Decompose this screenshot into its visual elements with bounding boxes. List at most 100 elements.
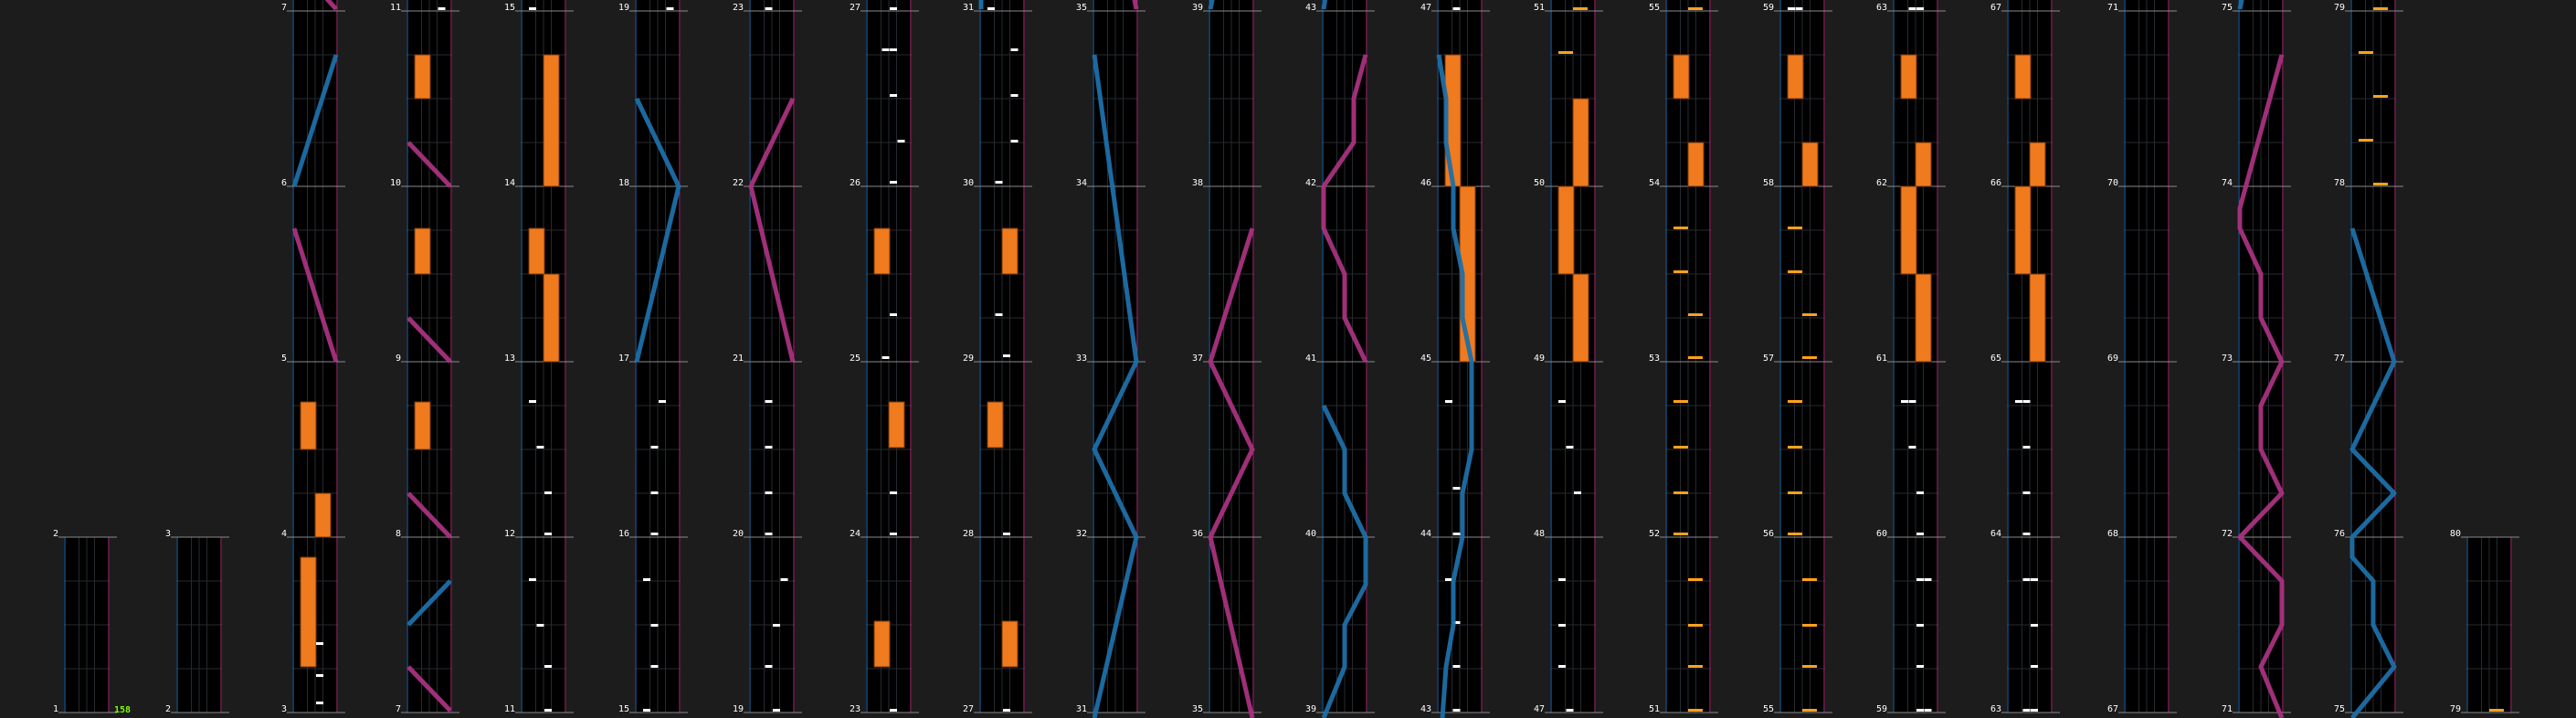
tap-note — [765, 665, 773, 668]
tap-note — [780, 578, 788, 581]
hold-note — [543, 54, 560, 187]
measure-number: 43 — [1420, 704, 1431, 714]
hold-note — [2014, 54, 2032, 100]
tap-note — [995, 181, 1003, 184]
fx-note — [1788, 491, 1802, 494]
measure-number: 77 — [2334, 354, 2345, 364]
measure-number: 47 — [1534, 704, 1545, 714]
fx-note — [1788, 533, 1802, 535]
measure-number: 11 — [390, 3, 401, 13]
hold-note — [1001, 620, 1019, 668]
hold-note — [1572, 98, 1589, 187]
fx-note — [1673, 270, 1688, 273]
fx-note — [1788, 270, 1802, 273]
laser-path — [291, 227, 339, 363]
measure-number: 48 — [1534, 529, 1545, 539]
hold-note — [1900, 185, 1917, 275]
hold-note — [873, 620, 891, 668]
measure-number: 73 — [2222, 354, 2233, 364]
measure-number: 65 — [1990, 354, 2001, 364]
tap-note — [890, 313, 897, 316]
tap-note — [773, 709, 780, 712]
fx-note — [1688, 313, 1703, 316]
measure-number: 46 — [1420, 178, 1431, 188]
hold-note — [414, 54, 431, 100]
fx-note — [2359, 139, 2373, 142]
measure-number: 64 — [1990, 529, 2001, 539]
tap-note — [544, 665, 552, 668]
measure-number: 29 — [963, 354, 974, 364]
fx-note — [1558, 51, 1573, 54]
fx-note — [2373, 183, 2388, 185]
measure-number: 49 — [1534, 354, 1545, 364]
tap-note — [1566, 709, 1574, 712]
measure-number: 43 — [1305, 3, 1316, 13]
tap-note — [2022, 491, 2031, 494]
fx-note — [1788, 446, 1802, 449]
tap-note — [890, 181, 897, 184]
tap-note — [2031, 578, 2038, 581]
tap-note — [1003, 709, 1010, 712]
laser-path — [1436, 54, 1474, 718]
fx-note — [1802, 578, 1817, 581]
fx-note — [1673, 491, 1688, 494]
tap-note — [529, 578, 536, 581]
measure-number: 60 — [1876, 529, 1887, 539]
hold-note — [1687, 142, 1705, 187]
fx-note — [1688, 356, 1703, 359]
measure-number: 76 — [2334, 529, 2345, 539]
laser-path — [324, 0, 338, 11]
measure-number: 69 — [2107, 354, 2118, 364]
measure-number: 26 — [850, 178, 860, 188]
laser-path — [1208, 227, 1255, 718]
tap-note — [890, 533, 897, 535]
tap-note — [882, 356, 890, 359]
tap-note — [1558, 578, 1566, 581]
tap-note — [2022, 446, 2031, 449]
hold-note — [414, 227, 431, 275]
tap-note — [890, 48, 897, 51]
tap-note — [765, 400, 773, 403]
fx-note — [1802, 709, 1817, 712]
measure-number: 8 — [396, 529, 401, 539]
fx-note — [1688, 7, 1703, 10]
fx-note — [1688, 624, 1703, 627]
hold-note — [987, 401, 1004, 449]
bpm-label: 158 — [114, 705, 131, 715]
measure-number: 24 — [850, 529, 860, 539]
chart-lasers — [291, 0, 2397, 718]
measure-number: 28 — [963, 529, 974, 539]
hold-note — [300, 401, 317, 450]
tap-note — [1452, 709, 1461, 712]
tap-note — [1916, 7, 1924, 10]
laser-path — [634, 97, 681, 363]
tap-note — [773, 624, 780, 627]
measure-number: 63 — [1876, 3, 1887, 13]
tap-note — [1908, 400, 1916, 403]
tap-note — [890, 94, 897, 97]
measure-number: 2 — [165, 704, 171, 714]
hold-note — [314, 492, 332, 538]
measure-number: 11 — [504, 704, 515, 714]
fx-note — [1788, 227, 1802, 229]
measure-number: 44 — [1420, 529, 1431, 539]
tap-note — [765, 533, 773, 535]
measure-number: 51 — [1649, 704, 1660, 714]
measure-number: 50 — [1534, 178, 1545, 188]
measure-number: 23 — [850, 704, 860, 714]
hold-note — [300, 556, 317, 668]
hold-note — [1572, 273, 1589, 363]
tap-note — [650, 491, 659, 494]
measure-number: 55 — [1763, 704, 1774, 714]
tap-note — [2022, 533, 2031, 535]
measure-number: 78 — [2334, 178, 2345, 188]
tap-note — [1558, 665, 1566, 668]
measure-number: 39 — [1305, 704, 1316, 714]
laser-path — [406, 491, 452, 539]
measure-number: 18 — [618, 178, 629, 188]
laser-path — [1321, 404, 1368, 718]
tap-note — [1010, 48, 1019, 51]
tap-note — [2031, 709, 2038, 712]
tap-note — [1452, 487, 1461, 490]
